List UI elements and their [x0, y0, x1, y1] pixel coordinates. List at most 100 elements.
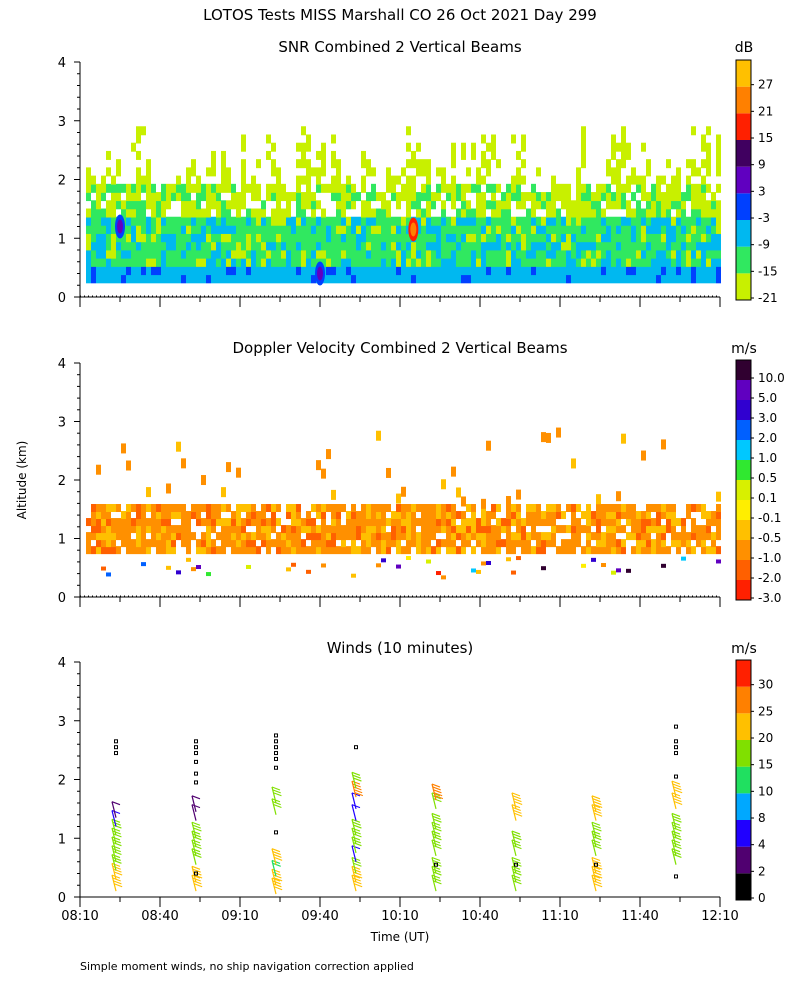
wind-barb — [671, 812, 682, 830]
snr-cell — [571, 216, 576, 226]
doppler-cell — [471, 546, 476, 555]
doppler-cell — [711, 518, 716, 527]
snr-cell — [596, 200, 601, 210]
wind-barb-feather — [671, 812, 681, 817]
snr-cell — [641, 216, 646, 226]
snr-cell — [251, 266, 256, 276]
wind-barb-feather — [111, 854, 121, 859]
colorbar-swatch — [736, 440, 751, 460]
snr-cell — [351, 192, 356, 202]
snr-cell — [271, 167, 276, 177]
doppler-cell — [301, 525, 306, 534]
snr-cell — [566, 224, 571, 234]
snr-cell — [256, 266, 261, 276]
doppler-cell — [716, 525, 721, 534]
snr-cell — [136, 224, 141, 234]
colorbar-label: 15 — [758, 131, 773, 145]
doppler-cell — [276, 532, 281, 541]
doppler-cell — [586, 518, 591, 527]
snr-cell — [426, 192, 431, 202]
snr-cell — [146, 274, 151, 284]
snr-cell — [641, 249, 646, 259]
snr-cell — [156, 266, 161, 276]
doppler-cell — [271, 511, 276, 520]
snr-cell — [111, 175, 116, 185]
snr-cell — [136, 216, 141, 226]
snr-cell — [681, 233, 686, 243]
snr-cell — [231, 200, 236, 210]
snr-cell — [341, 200, 346, 210]
snr-cell — [426, 241, 431, 251]
wind-barb-feather — [352, 830, 361, 835]
snr-cell — [106, 224, 111, 234]
snr-cell — [311, 241, 316, 251]
snr-cell — [396, 249, 401, 259]
snr-cell — [361, 150, 366, 160]
doppler-cell — [406, 539, 411, 548]
snr-cell — [401, 224, 406, 234]
snr-cell — [286, 274, 291, 284]
doppler-cell — [601, 518, 606, 527]
wind-barb-feather — [353, 789, 363, 794]
snr-cell — [471, 208, 476, 218]
doppler-cell — [341, 532, 346, 541]
colorbar-label: 2.0 — [758, 431, 777, 445]
doppler-cell — [631, 525, 636, 534]
x-tick-label: 09:10 — [221, 909, 258, 924]
wind-barb-feather — [513, 845, 522, 850]
snr-cell — [656, 192, 661, 202]
doppler-cell — [556, 504, 561, 513]
snr-cell — [286, 233, 291, 243]
snr-cell — [711, 192, 716, 202]
snr-cell — [156, 257, 161, 267]
snr-cell — [366, 274, 371, 284]
x-tick-label: 10:40 — [461, 909, 498, 924]
snr-cell — [626, 257, 631, 267]
doppler-cell — [571, 504, 576, 513]
doppler-cell — [676, 518, 681, 527]
snr-cell — [311, 257, 316, 267]
doppler-cell — [316, 460, 321, 471]
snr-cell — [646, 224, 651, 234]
doppler-cell — [116, 504, 121, 513]
doppler-cell — [316, 539, 321, 548]
wind-barb-shaft — [431, 792, 437, 810]
snr-cell — [251, 216, 256, 226]
snr-cell — [386, 175, 391, 185]
doppler-cell — [576, 504, 581, 513]
snr-cell — [466, 183, 471, 193]
snr-cell — [506, 183, 511, 193]
snr-cell — [611, 257, 616, 267]
doppler-cell — [601, 546, 606, 555]
snr-cell — [246, 208, 251, 218]
snr-cell — [706, 274, 711, 284]
snr-cell — [271, 142, 276, 152]
snr-cell — [146, 249, 151, 259]
snr-cell — [261, 274, 266, 284]
doppler-cell — [526, 546, 531, 555]
doppler-cell — [591, 546, 596, 555]
snr-cell — [611, 241, 616, 251]
doppler-cell — [461, 511, 466, 520]
snr-cell — [626, 175, 631, 185]
snr-cell — [646, 233, 651, 243]
snr-cell — [621, 192, 626, 202]
snr-cell — [461, 142, 466, 152]
snr-cell — [186, 183, 191, 193]
doppler-cell — [421, 504, 426, 513]
doppler-cell — [216, 546, 221, 555]
wind-barb-feather — [434, 795, 444, 800]
wind-barb — [351, 792, 361, 810]
doppler-cell — [291, 525, 296, 534]
doppler-cell — [541, 539, 546, 548]
snr-cell — [141, 200, 146, 210]
doppler-cell — [361, 525, 366, 534]
doppler-cell — [386, 532, 391, 541]
snr-cell — [136, 167, 141, 177]
snr-cell — [716, 183, 721, 193]
snr-cell — [436, 233, 441, 243]
doppler-cell — [331, 532, 336, 541]
snr-cell — [681, 200, 686, 210]
snr-cell — [651, 183, 656, 193]
snr-cell — [101, 241, 106, 251]
